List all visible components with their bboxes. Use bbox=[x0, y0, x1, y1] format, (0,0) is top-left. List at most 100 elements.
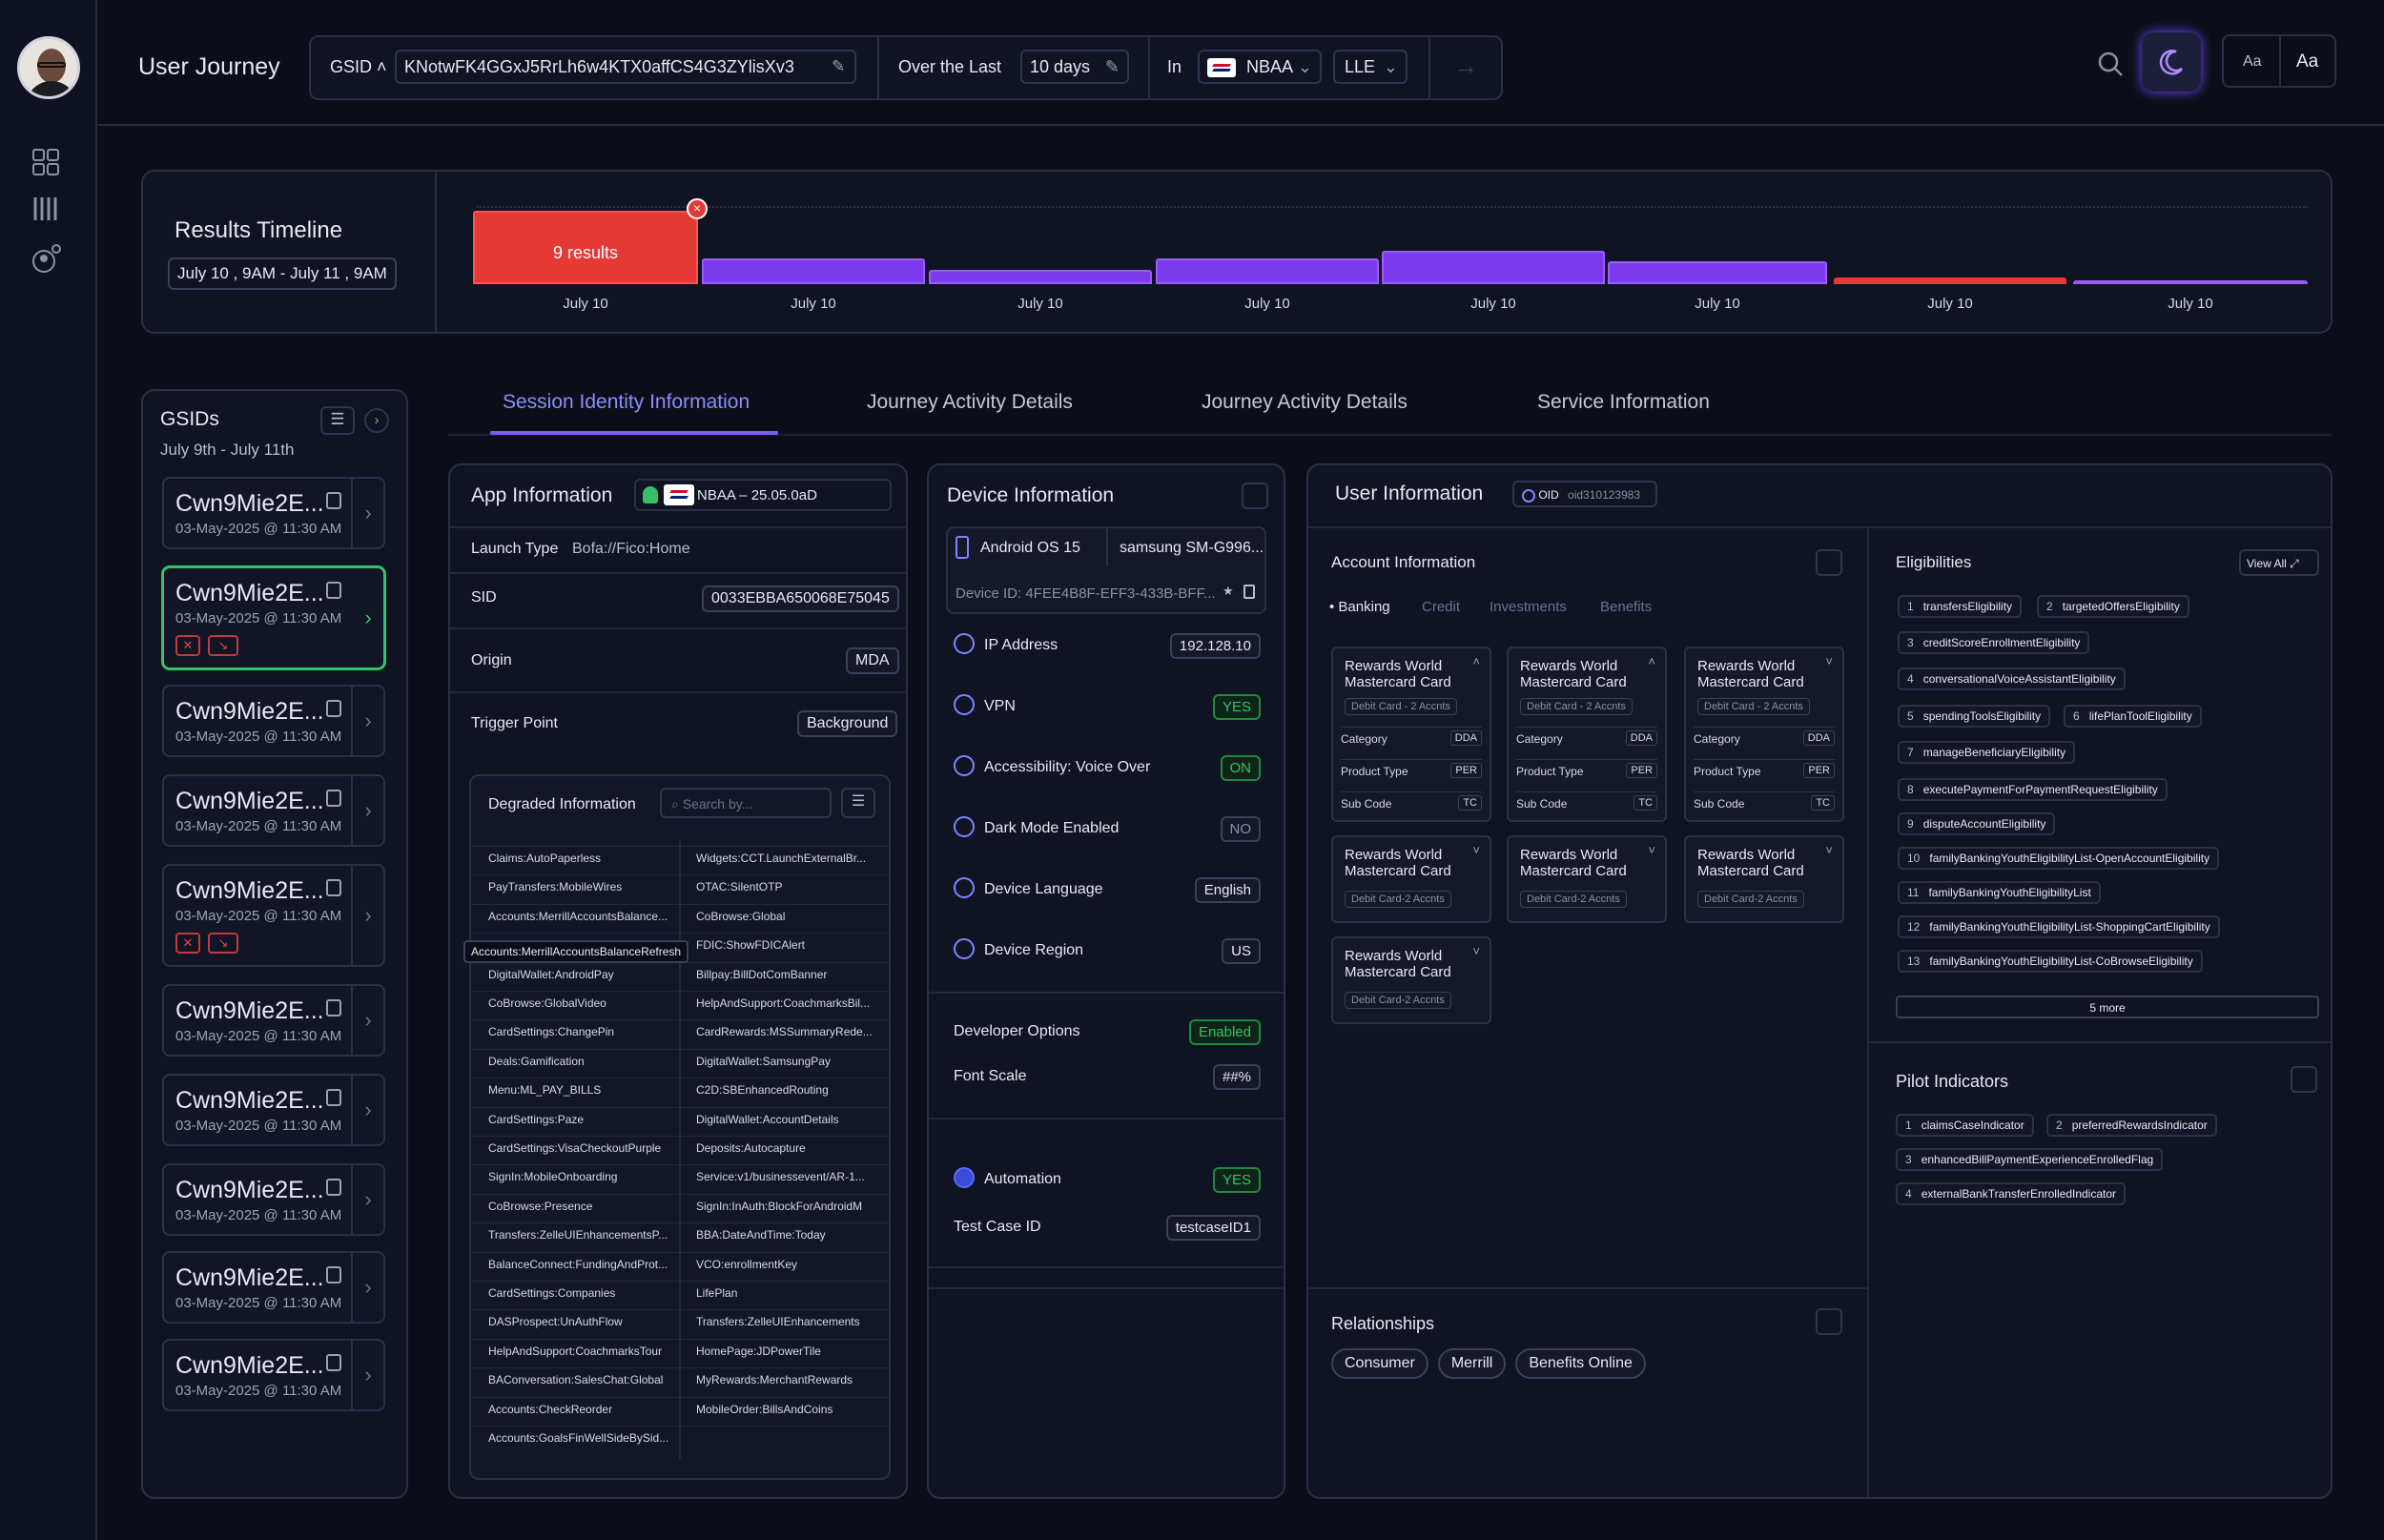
chevron-right-icon[interactable]: › bbox=[364, 606, 372, 629]
gsid-item[interactable]: Cwn9Mie2E... 03-May-2025 @ 11:30 AM › bbox=[162, 1163, 385, 1236]
timeline-range[interactable]: July 10 , 9AM - July 11 , 9AM bbox=[168, 257, 397, 290]
copy-icon[interactable] bbox=[326, 700, 341, 717]
chevron-right-icon[interactable]: › bbox=[351, 687, 383, 755]
tab-journey-activity-2[interactable]: Journey Activity Details bbox=[1202, 391, 1408, 413]
dark-mode-toggle[interactable] bbox=[2142, 32, 2201, 92]
gsid-item[interactable]: Cwn9Mie2E... 03-May-2025 @ 11:30 AM › bbox=[162, 774, 385, 847]
timeline-bar[interactable] bbox=[2073, 280, 2308, 284]
chevron-icon[interactable]: ˄ bbox=[1472, 654, 1480, 668]
account-tab-credit[interactable]: Credit bbox=[1422, 599, 1461, 615]
chevron-icon[interactable]: ˅ bbox=[1825, 654, 1833, 668]
gsid-date: 03-May-2025 @ 11:30 AM bbox=[175, 1295, 342, 1311]
timeline-bar[interactable] bbox=[1608, 261, 1827, 284]
chevron-right-icon[interactable]: › bbox=[351, 1341, 383, 1409]
more-button[interactable]: 5 more bbox=[1896, 996, 2319, 1018]
chevron-right-icon[interactable]: › bbox=[351, 1165, 383, 1234]
gsid-name: Cwn9Mie2E... bbox=[175, 788, 324, 814]
copy-icon[interactable] bbox=[326, 1089, 341, 1106]
copy-icon[interactable] bbox=[326, 879, 341, 896]
tab-journey-activity[interactable]: Journey Activity Details bbox=[867, 391, 1073, 413]
copy-icon[interactable] bbox=[326, 582, 341, 599]
account-card[interactable]: Rewards World Mastercard Card ˅ Debit Card… bbox=[1331, 835, 1491, 923]
relationship-pill[interactable]: Consumer bbox=[1331, 1348, 1428, 1379]
account-card[interactable]: Rewards World Mastercard Card ˅ Debit Card… bbox=[1331, 936, 1491, 1024]
view-all-button[interactable]: View All ⤢ bbox=[2239, 549, 2319, 576]
gsid-item[interactable]: Cwn9Mie2E... 03-May-2025 @ 11:30 AM › bbox=[162, 685, 385, 757]
timeline-bar[interactable] bbox=[1834, 277, 2066, 284]
account-tab-investments[interactable]: Investments bbox=[1490, 599, 1567, 615]
chevron-icon[interactable]: ˅ bbox=[1825, 843, 1833, 857]
account-card[interactable]: Rewards World Mastercard Card ˅ Debit Card… bbox=[1684, 835, 1844, 923]
account-card[interactable]: Rewards World Mastercard Card ˄ Debit Card… bbox=[1507, 647, 1667, 822]
chevron-icon[interactable]: ˅ bbox=[1648, 843, 1655, 857]
chevron-right-icon[interactable]: › bbox=[351, 776, 383, 845]
pilot-indicators-title: Pilot Indicators bbox=[1896, 1072, 2009, 1091]
chevron-right-icon[interactable]: › bbox=[351, 866, 383, 965]
gsid-item[interactable]: Cwn9Mie2E... 03-May-2025 @ 11:30 AM › ✕ ↘ bbox=[162, 864, 385, 967]
expand-icon[interactable] bbox=[1816, 549, 1842, 576]
edit-icon[interactable]: ✎ bbox=[1104, 57, 1120, 76]
gsid-item[interactable]: Cwn9Mie2E... 03-May-2025 @ 11:30 AM › bbox=[162, 984, 385, 1057]
expand-icon[interactable] bbox=[2291, 1066, 2317, 1093]
chevron-right-icon[interactable]: › bbox=[351, 1253, 383, 1322]
account-card[interactable]: Rewards World Mastercard Card ˅ Debit Card… bbox=[1507, 835, 1667, 923]
dashboard-icon[interactable] bbox=[31, 147, 61, 177]
period-input[interactable]: 10 days ✎ bbox=[1020, 50, 1129, 84]
copy-icon[interactable] bbox=[326, 492, 341, 509]
gsid-item[interactable]: Cwn9Mie2E... 03-May-2025 @ 11:30 AM › ✕ ↘ bbox=[162, 566, 385, 669]
search-icon[interactable] bbox=[2096, 50, 2125, 78]
env-select[interactable]: LLE ⌄ bbox=[1333, 50, 1408, 84]
avatar[interactable] bbox=[17, 36, 80, 99]
columns-icon[interactable] bbox=[31, 194, 61, 224]
degraded-search-input[interactable]: ⌕ Search by... bbox=[660, 788, 832, 818]
chevron-icon[interactable]: ˄ bbox=[1648, 654, 1655, 668]
edit-icon[interactable]: ✎ bbox=[832, 57, 846, 75]
tab-session-identity[interactable]: Session Identity Information bbox=[503, 391, 750, 413]
account-card[interactable]: Rewards World Mastercard Card ˅ Debit Card… bbox=[1684, 647, 1844, 822]
chevron-right-icon[interactable]: › bbox=[351, 479, 383, 547]
app-select[interactable]: NBAA ⌄ bbox=[1198, 50, 1322, 84]
chevron-right-icon[interactable]: › bbox=[364, 408, 389, 433]
copy-icon[interactable] bbox=[326, 1266, 341, 1283]
relationship-pill[interactable]: Benefits Online bbox=[1515, 1348, 1646, 1379]
gsid-item[interactable]: Cwn9Mie2E... 03-May-2025 @ 11:30 AM › bbox=[162, 477, 385, 549]
copy-icon[interactable] bbox=[326, 999, 341, 1016]
submit-arrow-icon[interactable]: → bbox=[1453, 51, 1478, 80]
timeline-bar[interactable]: 9 results bbox=[473, 211, 698, 284]
row-divider bbox=[929, 1266, 1284, 1268]
copy-icon[interactable] bbox=[1243, 585, 1255, 599]
account-tab-banking[interactable]: • Banking bbox=[1329, 599, 1390, 615]
star-icon[interactable]: ★ bbox=[1223, 584, 1234, 598]
timeline-bar[interactable] bbox=[929, 270, 1152, 284]
user-settings-icon[interactable] bbox=[31, 244, 61, 275]
filter-icon[interactable]: ☰ bbox=[320, 406, 355, 435]
close-icon[interactable]: × bbox=[687, 198, 708, 219]
filter-icon[interactable]: ☰ bbox=[841, 788, 875, 818]
account-tab-benefits[interactable]: Benefits bbox=[1600, 599, 1653, 615]
relationship-pill[interactable]: Merrill bbox=[1437, 1348, 1507, 1379]
font-small-button[interactable]: Aa bbox=[2243, 53, 2262, 70]
copy-icon[interactable] bbox=[326, 790, 341, 807]
timeline-bar[interactable] bbox=[702, 258, 925, 284]
timeline-bar[interactable] bbox=[1156, 258, 1379, 284]
copy-icon[interactable] bbox=[326, 1354, 341, 1371]
gsid-label[interactable]: GSID ˄ bbox=[330, 57, 387, 76]
account-card[interactable]: Rewards World Mastercard Card ˄ Debit Card… bbox=[1331, 647, 1491, 822]
expand-icon[interactable] bbox=[1816, 1308, 1842, 1335]
chevron-icon[interactable]: ˅ bbox=[1472, 843, 1480, 857]
copy-icon[interactable] bbox=[326, 1179, 341, 1196]
expand-icon[interactable] bbox=[1242, 483, 1268, 509]
font-large-button[interactable]: Aa bbox=[2296, 51, 2319, 72]
device-os: Android OS 15 bbox=[980, 540, 1080, 556]
eligibility-item: 2 targetedOffersEligibility bbox=[2037, 595, 2189, 618]
timeline-bar[interactable] bbox=[1382, 251, 1605, 284]
card-tag: Debit Card - 2 Accnts bbox=[1345, 698, 1457, 715]
chevron-icon[interactable]: ˅ bbox=[1472, 944, 1480, 958]
gsid-input[interactable]: KNotwFK4GGxJ5RrLh6w4KTX0affCS4G3ZYlisXv3 bbox=[395, 50, 856, 84]
chevron-right-icon[interactable]: › bbox=[351, 1076, 383, 1144]
gsid-item[interactable]: Cwn9Mie2E... 03-May-2025 @ 11:30 AM › bbox=[162, 1251, 385, 1324]
tab-service-info[interactable]: Service Information bbox=[1537, 391, 1710, 413]
gsid-item[interactable]: Cwn9Mie2E... 03-May-2025 @ 11:30 AM › bbox=[162, 1074, 385, 1146]
chevron-right-icon[interactable]: › bbox=[351, 986, 383, 1055]
gsid-item[interactable]: Cwn9Mie2E... 03-May-2025 @ 11:30 AM › bbox=[162, 1339, 385, 1411]
